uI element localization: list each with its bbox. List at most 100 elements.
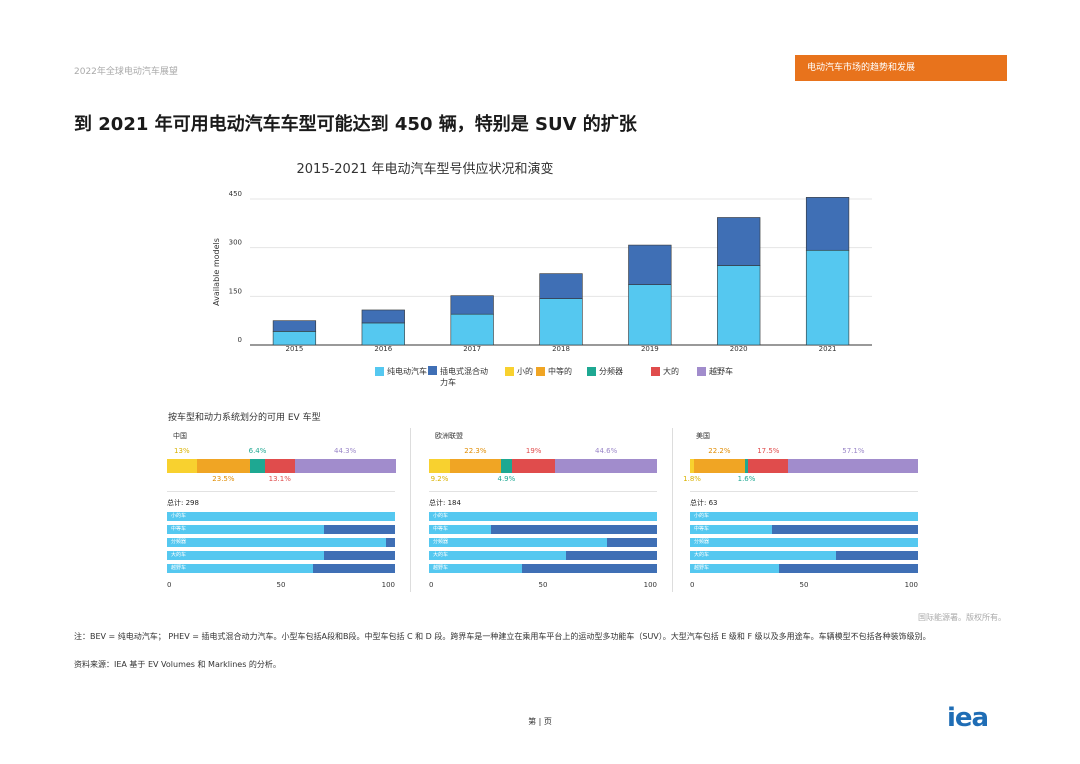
x-tick-label: 100 [381,581,395,589]
legend-swatch [651,367,660,376]
legend-item: 小的 [505,366,533,377]
chart-title: 2015-2021 年电动汽车型号供应状况和演变 [296,162,554,177]
share-segment-小的 [167,459,197,473]
bev-share-fill [167,551,325,560]
x-tick-label: 0 [690,581,695,589]
bar-phev-2016 [361,309,405,324]
bev-share-fill [429,538,607,547]
report-title: 2022年全球电动汽车展望 [74,67,178,77]
y-tick-label: 300 [229,239,242,247]
powertrain-row-bar: 越野车 [429,564,657,573]
phev-share-fill [522,564,657,573]
panel-divider [672,428,673,592]
y-tick-label: 150 [229,287,242,295]
share-data-label: 4.9% [497,475,516,483]
panel-separator [167,491,395,492]
y-axis-label: Available models [212,238,221,306]
x-tick-label: 100 [904,581,918,589]
segment-share-bar [690,459,919,473]
x-tick-label: 50 [276,581,286,589]
row-label: 越野车 [694,565,710,571]
legend-item: 中等的 [536,366,572,377]
powertrain-row-bar: 大的车 [167,551,395,560]
x-tick-label: 2016 [374,345,392,353]
x-tick-label: 0 [167,581,172,589]
panel-region-name: 中国 [173,432,187,440]
footnote: 注：BEV = 纯电动汽车； PHEV = 插电式混合动力汽车。小型车包括A段和… [74,632,931,641]
legend-label: 越野车 [709,367,733,376]
bar-phev-2021 [805,197,850,251]
share-segment-越野车 [788,459,919,473]
powertrain-row-bar: 分频器 [429,538,657,547]
bev-share-fill [429,525,491,534]
x-tick-label: 50 [538,581,548,589]
legend-swatch [375,367,384,376]
bev-share-fill [429,564,523,573]
bar-bev-2021 [805,249,850,346]
panel-total: 总计: 63 [690,499,718,507]
share-segment-越野车 [555,459,657,473]
powertrain-row-bar: 小的车 [167,512,395,521]
bev-share-fill [690,538,918,547]
panel-total: 总计: 184 [429,499,461,507]
share-segment-小的 [690,459,695,473]
share-segment-分频器 [744,459,749,473]
x-tick-label: 100 [643,581,657,589]
share-data-label: 17.5% [757,447,780,455]
share-segment-越野车 [294,459,396,473]
panel-region-name: 欧洲联盟 [435,432,463,440]
row-label: 小的车 [694,513,710,519]
powertrain-row-bar: 大的车 [429,551,657,560]
powertrain-row-bar: 越野车 [690,564,918,573]
share-data-label: 1.8% [683,475,701,483]
share-segment-大的 [264,459,295,473]
legend-item: 纯电动汽车 [375,366,427,377]
legend-item: 越野车 [697,366,733,377]
panel-divider [410,428,411,592]
bar-bev-2020 [717,265,761,346]
x-tick-label: 2018 [552,345,570,353]
x-tick-label: 2019 [641,345,659,353]
x-tick-label: 0 [429,581,434,589]
x-tick-label: 50 [799,581,809,589]
bev-share-fill [690,564,779,573]
powertrain-row-bar: 大的车 [690,551,918,560]
share-data-label: 22.3% [464,447,487,455]
panels-title: 按车型和动力系统划分的可用 EV 车型 [168,413,321,423]
legend-swatch [536,367,545,376]
row-label: 小的车 [171,513,187,519]
powertrain-row-bar: 小的车 [690,512,918,521]
powertrain-row-bar: 中等车 [429,525,657,534]
bar-phev-2019 [628,244,672,285]
phev-share-fill [490,525,657,534]
bev-share-fill [690,551,836,560]
legend-label: 插电式混合动力车 [440,367,488,387]
legend-label: 纯电动汽车 [387,367,427,376]
x-tick-label: 2015 [286,345,304,353]
bev-share-fill [167,538,386,547]
y-tick-label: 0 [238,336,242,344]
share-segment-中等的 [449,459,501,473]
share-data-label: 22.2% [708,447,731,455]
row-label: 越野车 [433,565,449,571]
segment-share-bar [429,459,657,473]
bar-phev-2020 [717,217,761,266]
bar-bev-2015 [272,331,317,346]
share-data-label: 57.1% [842,447,865,455]
row-label: 越野车 [171,565,187,571]
share-segment-分频器 [250,459,265,473]
row-label: 大的车 [694,552,710,558]
bar-phev-2017 [450,295,494,315]
phev-share-fill [778,564,918,573]
bev-share-fill [429,551,566,560]
powertrain-row-bar: 越野车 [167,564,395,573]
powertrain-row-bar: 小的车 [429,512,657,521]
bar-bev-2016 [361,322,405,346]
share-data-label: 44.6% [595,447,618,455]
bar-phev-2015 [272,320,317,332]
legend-swatch [428,366,437,375]
share-data-label: 23.5% [212,475,235,483]
legend-label: 小的 [517,367,533,376]
panel-2: 美国 22.2% 17.5% 57.1% 1.8% 1.6% 总计: 63 小的车 中等车 分频器… [683,428,919,592]
share-data-label: 13% [174,447,190,455]
